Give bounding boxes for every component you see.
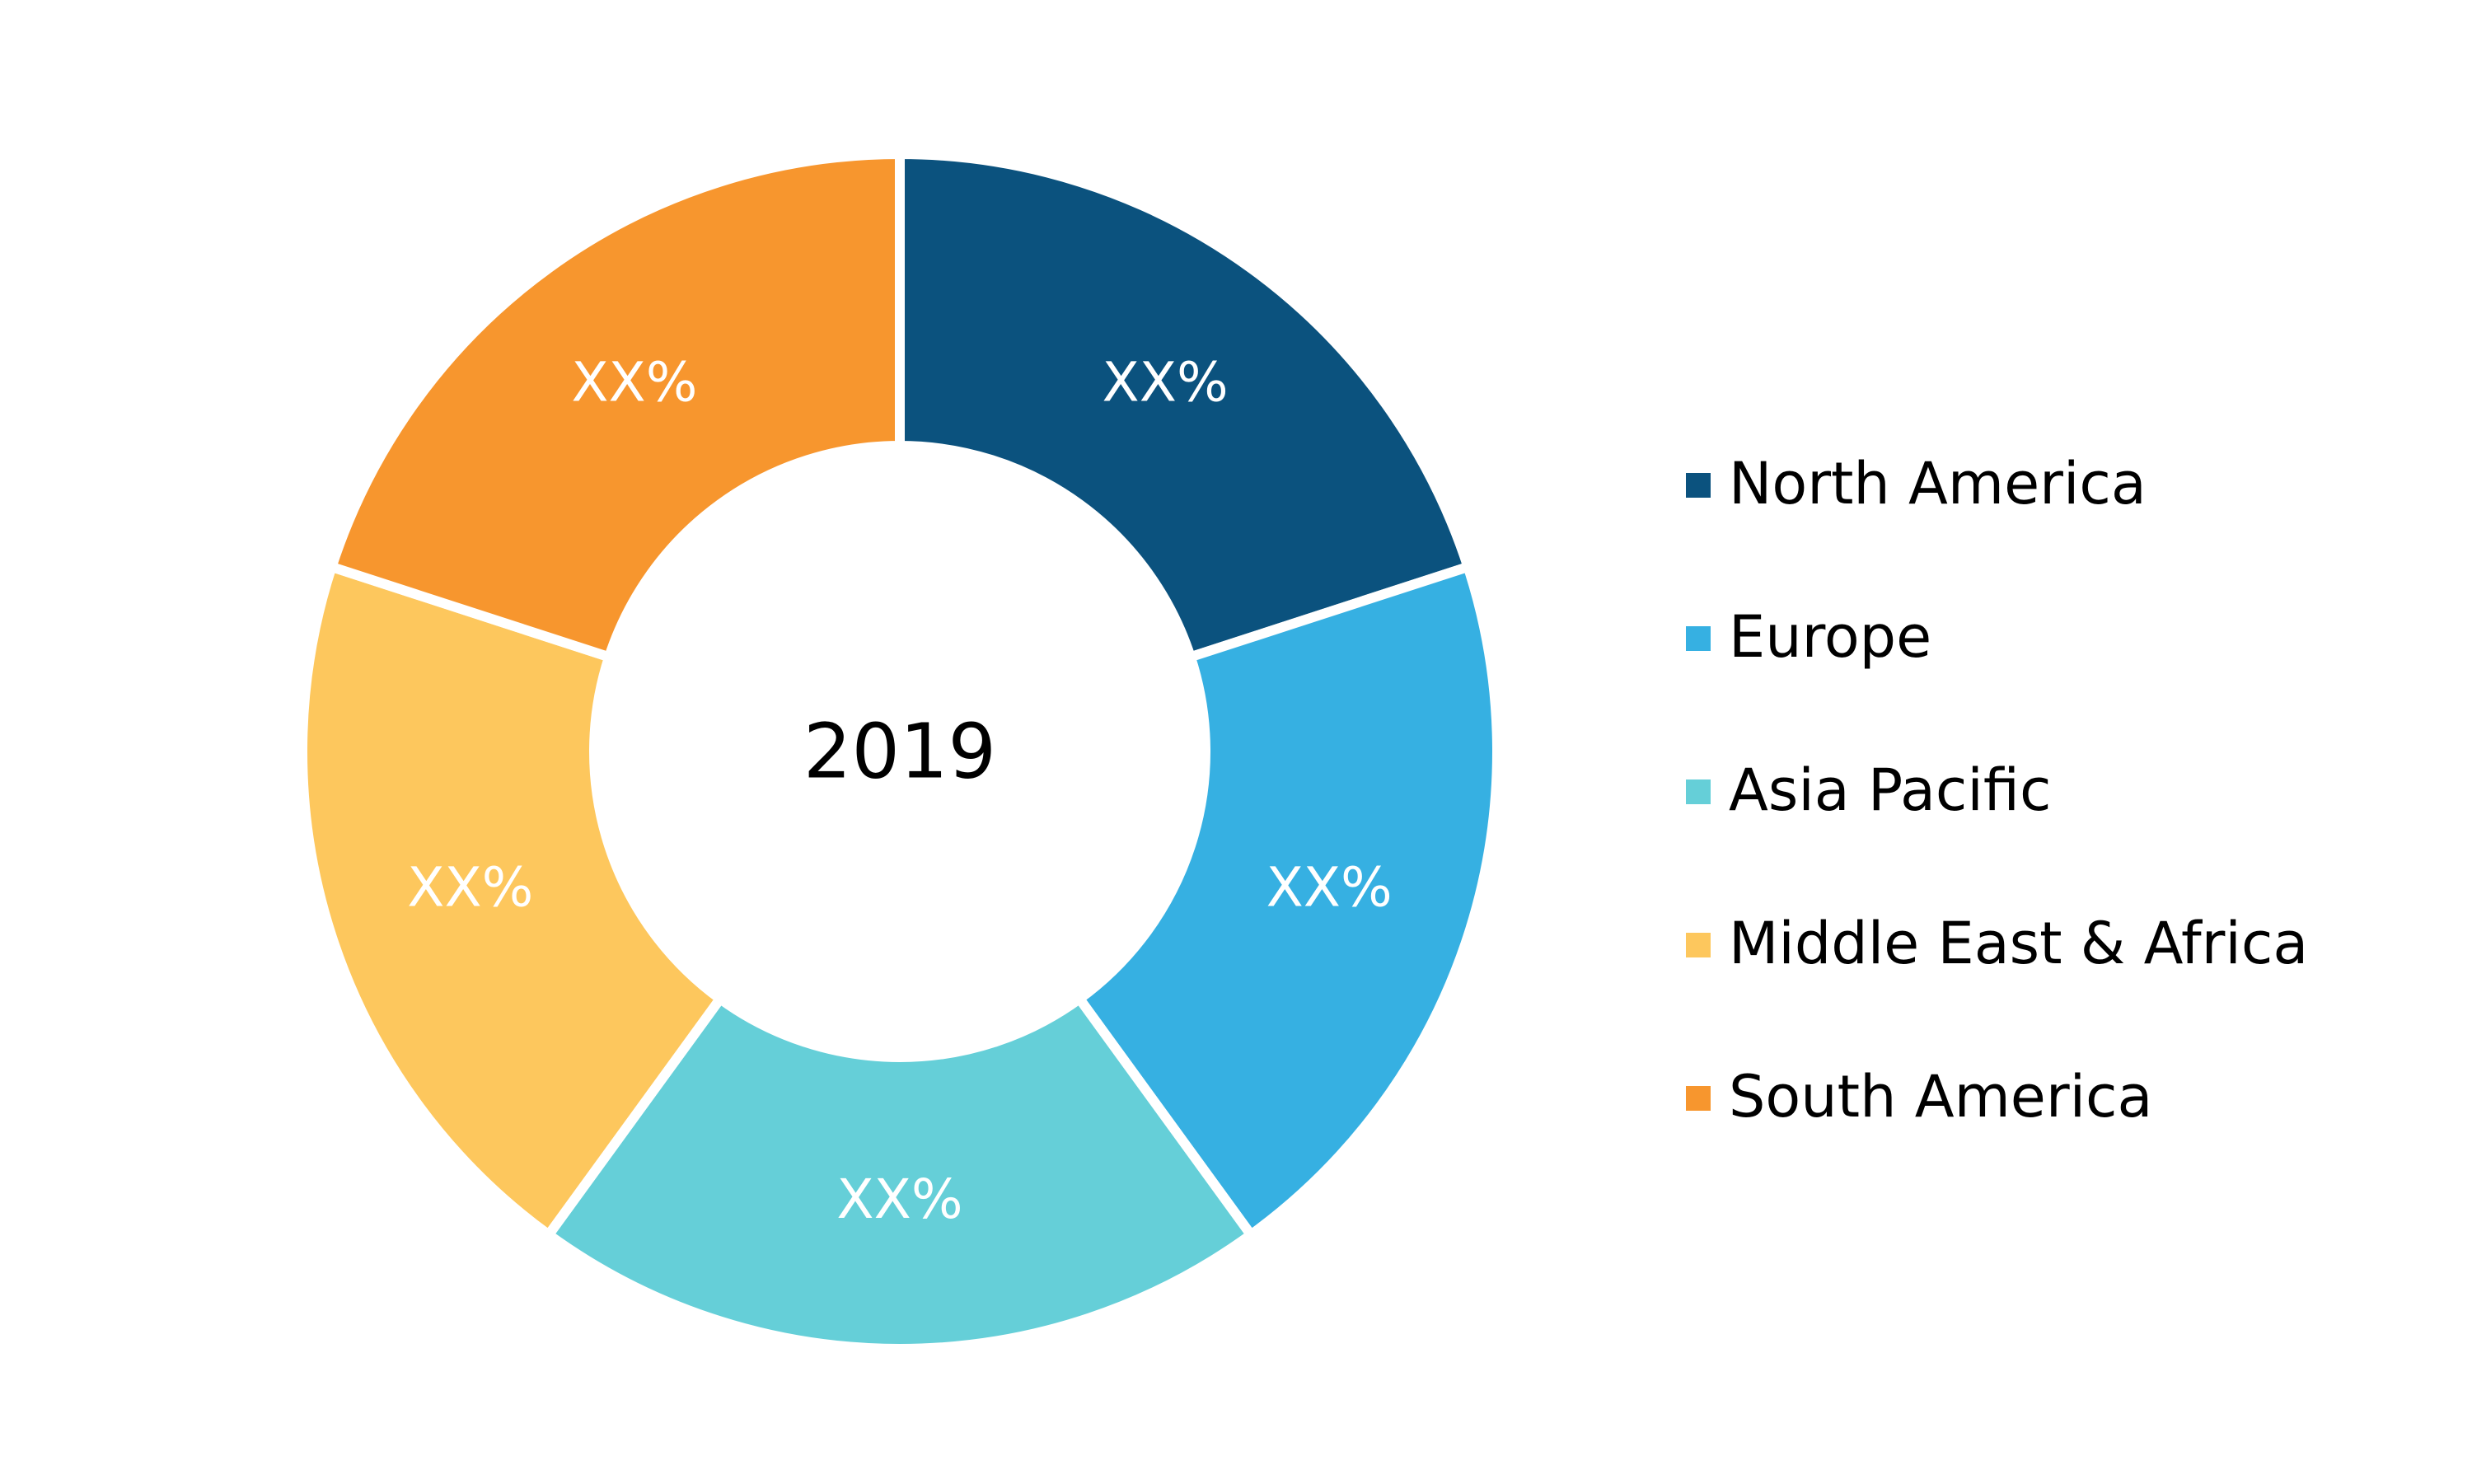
value-label: XX% <box>1103 351 1229 414</box>
value-label: XX% <box>407 855 533 919</box>
legend-swatch <box>1686 779 1711 804</box>
legend-label: Europe <box>1729 603 1931 671</box>
donut-segment <box>895 148 1475 663</box>
value-label: XX% <box>1266 855 1393 919</box>
donut-segment <box>541 991 1258 1354</box>
donut-segment <box>325 148 905 663</box>
legend-swatch <box>1686 626 1711 651</box>
legend-label: Asia Pacific <box>1729 756 2051 824</box>
value-label: XX% <box>571 351 697 414</box>
legend-swatch <box>1686 933 1711 957</box>
legend-label: Middle East & Africa <box>1729 910 2308 977</box>
donut-segment <box>297 560 728 1242</box>
legend-swatch <box>1686 1086 1711 1111</box>
donut-segment <box>1072 560 1502 1242</box>
legend-label: North America <box>1729 450 2147 517</box>
center-label: 2019 <box>803 707 996 795</box>
legend-swatch <box>1686 473 1711 498</box>
legend-label: South America <box>1729 1063 2152 1131</box>
value-label: XX% <box>836 1168 962 1231</box>
